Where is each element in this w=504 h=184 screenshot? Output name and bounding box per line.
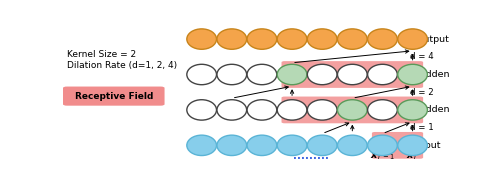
Ellipse shape [277, 29, 307, 49]
Ellipse shape [307, 100, 337, 120]
Ellipse shape [247, 100, 277, 120]
Text: $\boldsymbol{x}_T$: $\boldsymbol{x}_T$ [406, 151, 419, 162]
Ellipse shape [217, 64, 246, 85]
Ellipse shape [187, 100, 217, 120]
Ellipse shape [217, 135, 246, 155]
Text: d = 1: d = 1 [410, 123, 433, 132]
Text: .........: ......... [293, 151, 329, 161]
Ellipse shape [307, 29, 337, 49]
Ellipse shape [398, 64, 427, 85]
Ellipse shape [187, 135, 217, 155]
Text: Receptive Field: Receptive Field [75, 92, 153, 101]
Text: d = 4: d = 4 [410, 52, 433, 61]
Ellipse shape [277, 64, 307, 85]
Ellipse shape [277, 100, 307, 120]
Text: $\boldsymbol{x}_{T-1}$: $\boldsymbol{x}_{T-1}$ [370, 151, 395, 162]
Text: Output: Output [416, 35, 450, 44]
Ellipse shape [338, 64, 367, 85]
Text: Input: Input [416, 141, 441, 150]
Ellipse shape [187, 29, 217, 49]
Ellipse shape [398, 100, 427, 120]
Ellipse shape [367, 29, 397, 49]
Ellipse shape [338, 100, 367, 120]
Ellipse shape [307, 135, 337, 155]
Text: Hidden: Hidden [416, 70, 450, 79]
FancyBboxPatch shape [372, 132, 423, 159]
Ellipse shape [217, 29, 246, 49]
Ellipse shape [247, 135, 277, 155]
FancyBboxPatch shape [63, 86, 164, 106]
Ellipse shape [187, 64, 217, 85]
Ellipse shape [307, 64, 337, 85]
Ellipse shape [367, 64, 397, 85]
Text: d = 2: d = 2 [410, 88, 433, 97]
Ellipse shape [367, 135, 397, 155]
Ellipse shape [277, 135, 307, 155]
Ellipse shape [398, 135, 427, 155]
Text: Kernel Size = 2
Dilation Rate (d=1, 2, 4): Kernel Size = 2 Dilation Rate (d=1, 2, 4… [67, 50, 177, 70]
Ellipse shape [338, 29, 367, 49]
Ellipse shape [367, 100, 397, 120]
FancyBboxPatch shape [282, 97, 423, 123]
FancyBboxPatch shape [282, 61, 423, 88]
Ellipse shape [398, 29, 427, 49]
Ellipse shape [247, 64, 277, 85]
Ellipse shape [247, 29, 277, 49]
Text: Hidden: Hidden [416, 105, 450, 114]
Ellipse shape [338, 135, 367, 155]
Ellipse shape [217, 100, 246, 120]
